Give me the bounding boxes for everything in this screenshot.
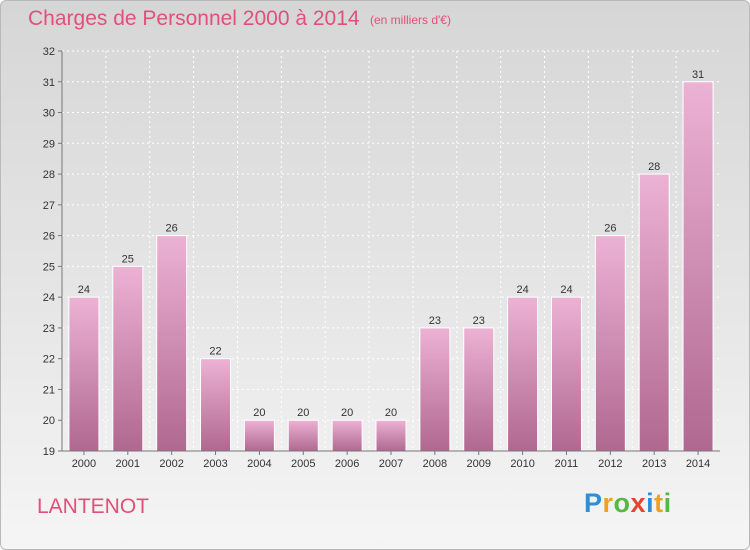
grid-lines xyxy=(62,50,720,452)
x-tick-label: 2003 xyxy=(203,458,227,470)
bar-2010 xyxy=(507,296,539,452)
value-label: 25 xyxy=(122,253,134,265)
y-tick-label: 29 xyxy=(43,138,55,150)
logo-letter: i xyxy=(646,488,655,518)
value-label: 28 xyxy=(648,161,660,173)
y-tick-label: 23 xyxy=(43,323,55,335)
x-tick-label: 2010 xyxy=(510,458,534,470)
y-tick-label: 22 xyxy=(43,354,55,366)
x-tick-label: 2009 xyxy=(466,458,490,470)
chart-title: Charges de Personnel 2000 à 2014 xyxy=(28,7,360,30)
logo-letter: P xyxy=(584,488,603,518)
bar-2008 xyxy=(419,327,451,452)
bar-2011 xyxy=(550,296,582,452)
value-label: 20 xyxy=(341,407,353,419)
y-tick-label: 26 xyxy=(43,231,55,243)
x-tick-label: 2007 xyxy=(379,458,403,470)
value-label: 20 xyxy=(253,407,265,419)
x-tick-label: 2004 xyxy=(247,458,271,470)
y-tick-label: 27 xyxy=(43,200,55,212)
bar-2003 xyxy=(200,358,232,452)
value-label: 24 xyxy=(78,284,90,296)
chart-subtitle: (en milliers d'€) xyxy=(370,13,451,27)
x-tick-label: 2011 xyxy=(555,458,579,470)
y-tick-label: 24 xyxy=(43,292,55,304)
axes xyxy=(58,50,720,455)
value-label: 26 xyxy=(166,223,178,235)
value-label: 23 xyxy=(473,315,485,327)
bars xyxy=(68,81,714,452)
y-tick-label: 20 xyxy=(43,415,55,427)
x-tick-label: 2008 xyxy=(423,458,447,470)
bar-2005 xyxy=(287,419,319,452)
y-tick-label: 30 xyxy=(43,108,55,120)
bar-2009 xyxy=(463,327,495,452)
logo-letter: o xyxy=(613,488,631,518)
y-tick-label: 31 xyxy=(43,77,55,89)
x-tick-label: 2000 xyxy=(72,458,96,470)
y-tick-label: 28 xyxy=(43,169,55,181)
bar-2012 xyxy=(594,235,626,452)
logo-letter: x xyxy=(630,488,647,518)
value-label: 31 xyxy=(692,69,704,81)
value-label: 20 xyxy=(385,407,397,419)
logo-letter: t xyxy=(654,488,664,518)
value-label: 23 xyxy=(429,315,441,327)
value-label: 20 xyxy=(297,407,309,419)
x-tick-label: 2013 xyxy=(642,458,666,470)
bar-2004 xyxy=(243,419,275,452)
proxiti-logo: Proxiti xyxy=(584,488,672,519)
y-tick-label: 19 xyxy=(43,446,55,458)
value-label: 26 xyxy=(604,223,616,235)
logo-letter: r xyxy=(602,488,614,518)
x-tick-label: 2006 xyxy=(335,458,359,470)
bar-2001 xyxy=(112,265,144,452)
value-label: 22 xyxy=(209,346,221,358)
x-tick-label: 2005 xyxy=(291,458,315,470)
bar-2002 xyxy=(156,235,188,452)
y-tick-label: 25 xyxy=(43,261,55,273)
value-label: 24 xyxy=(516,284,528,296)
x-tick-label: 2014 xyxy=(686,458,710,470)
commune-name: LANTENOT xyxy=(37,495,150,518)
bar-2006 xyxy=(331,419,363,452)
bar-2014 xyxy=(682,81,714,452)
labels: 19 20 21 22 23 24 25 26 27 28 29 30 31 32 24 2000 25 2001… xyxy=(43,46,711,470)
logo-letter: i xyxy=(663,488,672,518)
x-tick-label: 2001 xyxy=(116,458,140,470)
bar-2013 xyxy=(638,173,670,452)
y-tick-label: 21 xyxy=(43,384,55,396)
value-label: 24 xyxy=(560,284,572,296)
x-tick-label: 2002 xyxy=(159,458,183,470)
y-tick-label: 32 xyxy=(43,46,55,58)
bar-2000 xyxy=(68,296,100,452)
x-tick-label: 2012 xyxy=(598,458,622,470)
bar-2007 xyxy=(375,419,407,452)
